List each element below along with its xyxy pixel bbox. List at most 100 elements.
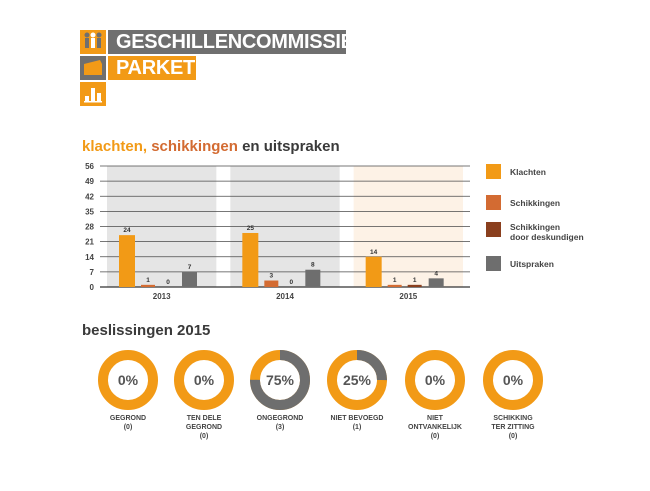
bar-value-label: 1 [393,277,397,284]
donut-track [483,350,543,410]
donut-label-line: SCHIKKING [493,415,533,422]
donut-track [174,350,234,410]
chart-title-klachten: klachten, [82,138,148,155]
legend-item-uitspraken: Uitspraken [486,256,554,271]
donut-percent: 0% [425,372,446,388]
donut-label-line: GEGROND [109,415,147,422]
donut-track [405,350,465,410]
brand-subtitle: PARKET [108,56,196,80]
bar-value-label: 8 [311,262,315,269]
donut-track [98,350,158,410]
bar-schikkingen [264,280,279,287]
legend-swatch [486,256,501,271]
x-tick-label: 2015 [399,292,417,301]
legend-item-schikkingen: Schikkingen [486,195,560,210]
bar-value-label: 4 [434,270,438,277]
folder-icon [84,60,102,75]
x-tick-label: 2013 [153,292,171,301]
people-icon-box [80,30,106,54]
bar-value-label: 1 [146,277,150,284]
bar-value-label: 1 [413,277,417,284]
x-tick-label: 2014 [276,292,294,301]
legend-swatch [486,195,501,210]
y-tick-label: 21 [85,238,94,247]
folder-icon-box [80,56,106,80]
donut-label: SCHIKKING TER ZITTING (0) [473,414,553,441]
bar-uitspraken [305,269,321,287]
donut-label-line: ONGEGROND [256,415,304,422]
donut-percent: 0% [118,372,139,388]
donut-label-line: NIET BEVOEGD [330,415,384,422]
donut-count: (3) [275,424,285,431]
legend-item-schikkingen-deskundigen: Schikkingen door deskundigen [486,222,584,242]
decisions-title: beslissingen 2015 [82,322,211,339]
bar-klachten [242,232,259,287]
legend-label: Schikkingen [510,198,561,208]
y-tick-label: 0 [90,283,95,292]
donut-chart: 0% [98,350,158,410]
donut-count: (1) [352,424,362,431]
donut-chart: 0% [405,350,465,410]
chart-icon-box [80,82,106,106]
people-icon [84,32,102,48]
donut-count: (0) [123,424,133,431]
legend-label: Klachten [510,167,546,177]
donut-slice [250,350,310,410]
donut-label: NIET BEVOEGD (1) [317,414,397,432]
legend-label: Schikkingen door deskundigen [510,222,584,242]
bar-schikkingen [387,284,402,287]
bar-uitspraken [428,278,444,287]
y-tick-label: 35 [85,207,94,216]
legend-swatch [486,164,501,179]
donut-label: TEN DELE GEGROND (0) [164,414,244,441]
donut-percent: 75% [266,372,295,388]
y-tick-label: 28 [85,223,94,232]
donut-slice [327,350,387,410]
bar-value-label: 3 [270,273,274,280]
donut-label-line: NIET [427,415,443,422]
donut-label-line: ONTVANKELIJK [408,424,462,431]
y-tick-label: 7 [90,268,95,277]
donut-label-line: GEGROND [185,424,223,431]
bar-klachten [365,256,382,287]
donut-count: (0) [430,433,440,440]
brand-name: GESCHILLENCOMMISSIE [108,30,354,54]
donut-label-line: TEN DELE [186,415,222,422]
donut-count: (0) [508,433,518,440]
y-tick-label: 49 [85,177,94,186]
bar-uitspraken [182,271,197,287]
legend-swatch [486,222,501,237]
bar-value-label: 0 [166,279,170,286]
legend-label-line1: Schikkingen [510,222,561,232]
chart-title-schikkingen: schikkingen [151,138,238,155]
donut-label: ONGEGROND (3) [240,414,320,432]
legend-label-line2: door deskundigen [510,232,584,242]
donut-chart: 25% [327,350,387,410]
legend-label: Uitspraken [510,259,554,269]
donut-chart: 0% [174,350,234,410]
donut-percent: 0% [194,372,215,388]
chart-title-rest: en uitspraken [242,138,340,155]
y-tick-label: 14 [85,253,94,262]
donut-percent: 25% [343,372,372,388]
bar-schikkingen [141,284,155,287]
bar-value-label: 7 [188,264,192,271]
bar-value-label: 25 [247,225,255,232]
bar-klachten [119,235,135,287]
donut-chart: 0% [483,350,543,410]
donut-count: (0) [199,433,209,440]
chart-icon [84,88,102,103]
bar-value-label: 24 [123,227,131,234]
donut-chart: 75% [250,350,310,410]
bar-schikkingen-door-deskundigen [407,284,422,287]
legend-item-klachten: Klachten [486,164,546,179]
donut-label: NIET ONTVANKELIJK (0) [395,414,475,441]
donut-label-line: TER ZITTING [491,424,535,431]
donut-label: GEGROND (0) [88,414,168,432]
bar-value-label: 14 [370,249,378,256]
donut-percent: 0% [503,372,524,388]
bar-value-label: 0 [290,279,294,286]
chart-title: klachten, schikkingen en uitspraken [82,138,340,155]
